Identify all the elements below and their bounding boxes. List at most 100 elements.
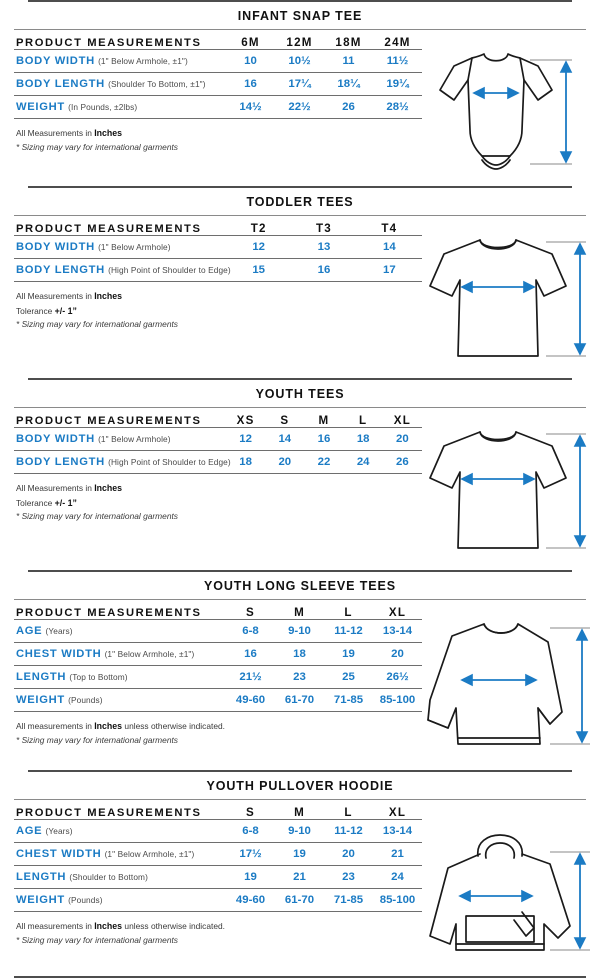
size-column-header: XS xyxy=(236,414,255,427)
measurement-name: CHEST WIDTH xyxy=(16,848,102,860)
size-column-header: T4 xyxy=(381,222,398,235)
measurement-value: 26½ xyxy=(373,665,422,689)
measurement-label-cell: WEIGHT (Pounds) xyxy=(14,888,226,912)
measurement-name: BODY LENGTH xyxy=(16,78,105,90)
product-measurements-header: PRODUCT MEASUREMENTS xyxy=(16,36,202,49)
measurement-name: AGE xyxy=(16,625,43,637)
measurement-value: 20 xyxy=(265,450,305,474)
section-rule-top xyxy=(28,378,572,380)
measurement-value: 6-8 xyxy=(226,819,275,843)
measurement-value: 12 xyxy=(226,427,266,451)
measurement-label-cell: CHEST WIDTH (1" Below Armhole, ±1") xyxy=(14,842,226,866)
measurement-label-cell: AGE (Years) xyxy=(14,819,226,843)
measurement-value: 85-100 xyxy=(373,888,422,912)
measurement-label-cell: BODY WIDTH (1" Below Armhole) xyxy=(14,235,226,259)
long-sleeve-illustration xyxy=(422,606,598,760)
measurement-name: BODY WIDTH xyxy=(16,433,95,445)
measurement-label-cell: BODY LENGTH (High Point of Shoulder to E… xyxy=(14,450,231,474)
measurement-value: 11-12 xyxy=(324,619,373,643)
measurement-note: (1" Below Armhole) xyxy=(98,242,171,252)
measurement-value: 14½ xyxy=(226,95,275,119)
measurement-value: 12 xyxy=(226,235,292,259)
section-title: YOUTH LONG SLEEVE TEES xyxy=(203,579,397,593)
section-rule-top xyxy=(28,0,572,2)
table-row: AGE (Years) 6-8 9-10 11-12 13-14 xyxy=(14,619,422,643)
measurement-name: BODY WIDTH xyxy=(16,241,95,253)
table-row: AGE (Years) 6-8 9-10 11-12 13-14 xyxy=(14,819,422,843)
measurement-value: 18¼ xyxy=(324,72,373,96)
measurement-value: 17½ xyxy=(226,842,275,866)
measurements-table: PRODUCT MEASUREMENTS S M L XL AGE (Years) 6-8 9… xyxy=(14,606,422,712)
size-column-header: M xyxy=(318,414,330,427)
note-line: All Measurements in Inches xyxy=(16,481,422,496)
measurement-value: 15 xyxy=(226,258,292,282)
note-emphasis: Inches xyxy=(94,483,123,493)
section-toddler-tees: TODDLER TEES PRODUCT MEASUREMENTS T2 T3 T4 BO… xyxy=(0,186,600,378)
measurement-note: (1" Below Armhole) xyxy=(98,434,171,444)
measurement-name: LENGTH xyxy=(16,871,67,883)
measurement-value: 18 xyxy=(343,427,383,451)
size-column-header: 6M xyxy=(241,36,260,49)
section-spacer xyxy=(14,368,586,378)
section-notes: All Measurements in Inches Tolerance +/- … xyxy=(14,474,422,524)
measurement-value: 49-60 xyxy=(226,888,275,912)
tshirt-illustration xyxy=(422,222,594,368)
measurement-value: 71-85 xyxy=(324,688,373,712)
table-row: CHEST WIDTH (1" Below Armhole, ±1") 16 18 1… xyxy=(14,642,422,666)
table-row: BODY LENGTH (Shoulder To Bottom, ±1") 16 1… xyxy=(14,72,422,96)
note-line: All measurements in Inches unless otherw… xyxy=(16,919,422,934)
section-notes: All measurements in Inches unless otherw… xyxy=(14,712,422,747)
section-youth-pullover-hoodie: YOUTH PULLOVER HOODIE PRODUCT MEASUREMENT… xyxy=(0,770,600,976)
table-header-row: PRODUCT MEASUREMENTS 6M 12M 18M 24M xyxy=(14,36,422,50)
measurement-value: 19 xyxy=(275,842,324,866)
measurement-note: (Pounds) xyxy=(68,895,103,905)
measurement-value: 16 xyxy=(291,258,357,282)
measurement-value: 13-14 xyxy=(373,619,422,643)
note-pre: All measurements in xyxy=(16,721,95,731)
size-column-header: S xyxy=(246,606,255,619)
measurement-label-cell: BODY WIDTH (1" Below Armhole) xyxy=(14,427,226,451)
measurement-value: 20 xyxy=(373,642,422,666)
measurement-value: 16 xyxy=(304,427,344,451)
size-column-header: 18M xyxy=(335,36,362,49)
measurement-value: 13 xyxy=(291,235,357,259)
section-title: YOUTH PULLOVER HOODIE xyxy=(206,779,394,793)
measurement-value: 10 xyxy=(226,49,275,73)
table-row: WEIGHT (Pounds) 49-60 61-70 71-85 85-100 xyxy=(14,888,422,912)
measurement-note: (Shoulder to Bottom) xyxy=(69,872,148,882)
section-youth-tees: YOUTH TEES PRODUCT MEASUREMENTS XS S M L XL BOD… xyxy=(0,378,600,570)
note-pre: All Measurements in xyxy=(16,291,95,301)
measurement-label-cell: BODY WIDTH (1" Below Armhole, ±1") xyxy=(14,49,226,73)
measurement-value: 21 xyxy=(275,865,324,889)
note-post: unless otherwise indicated. xyxy=(122,921,225,931)
size-column-header: T3 xyxy=(316,222,332,235)
measurement-value: 22½ xyxy=(275,95,324,119)
table-row: BODY WIDTH (1" Below Armhole) 12 14 16 18 20 xyxy=(14,427,422,451)
section-youth-long-sleeve-tees: YOUTH LONG SLEEVE TEES PRODUCT MEASUREMEN… xyxy=(0,570,600,770)
measurement-name: WEIGHT xyxy=(16,894,65,906)
note-line: Tolerance +/- 1” xyxy=(16,496,422,511)
measurement-label-cell: BODY LENGTH (High Point of Shoulder to E… xyxy=(14,258,231,282)
product-measurements-header: PRODUCT MEASUREMENTS xyxy=(16,222,202,235)
measurements-table-wrap: PRODUCT MEASUREMENTS 6M 12M 18M 24M BODY WIDT… xyxy=(14,36,422,154)
tshirt-illustration xyxy=(422,414,594,560)
measurement-value: 9-10 xyxy=(275,619,324,643)
measurement-label-cell: WEIGHT (In Pounds, ±2lbs) xyxy=(14,95,226,119)
section-title: YOUTH TEES xyxy=(255,387,345,401)
section-spacer xyxy=(14,560,586,570)
measurement-value: 14 xyxy=(356,235,422,259)
measurement-value: 20 xyxy=(382,427,422,451)
product-measurements-header: PRODUCT MEASUREMENTS xyxy=(16,806,202,819)
table-header-row: PRODUCT MEASUREMENTS S M L XL xyxy=(14,806,422,820)
table-row: BODY WIDTH (1" Below Armhole, ±1") 10 10½ 1… xyxy=(14,49,422,73)
measurement-value: 28½ xyxy=(373,95,422,119)
measurements-table-wrap: PRODUCT MEASUREMENTS T2 T3 T4 BODY WIDTH (1"… xyxy=(14,222,422,332)
measurement-value: 25 xyxy=(324,665,373,689)
onesie-illustration xyxy=(422,36,586,176)
measurement-label-cell: BODY LENGTH (Shoulder To Bottom, ±1") xyxy=(14,72,226,96)
note-line: * Sizing may vary for international garm… xyxy=(16,511,178,522)
section-title: TODDLER TEES xyxy=(246,195,354,209)
size-column-header: 12M xyxy=(286,36,313,49)
measurement-note: (Shoulder To Bottom, ±1") xyxy=(108,79,206,89)
